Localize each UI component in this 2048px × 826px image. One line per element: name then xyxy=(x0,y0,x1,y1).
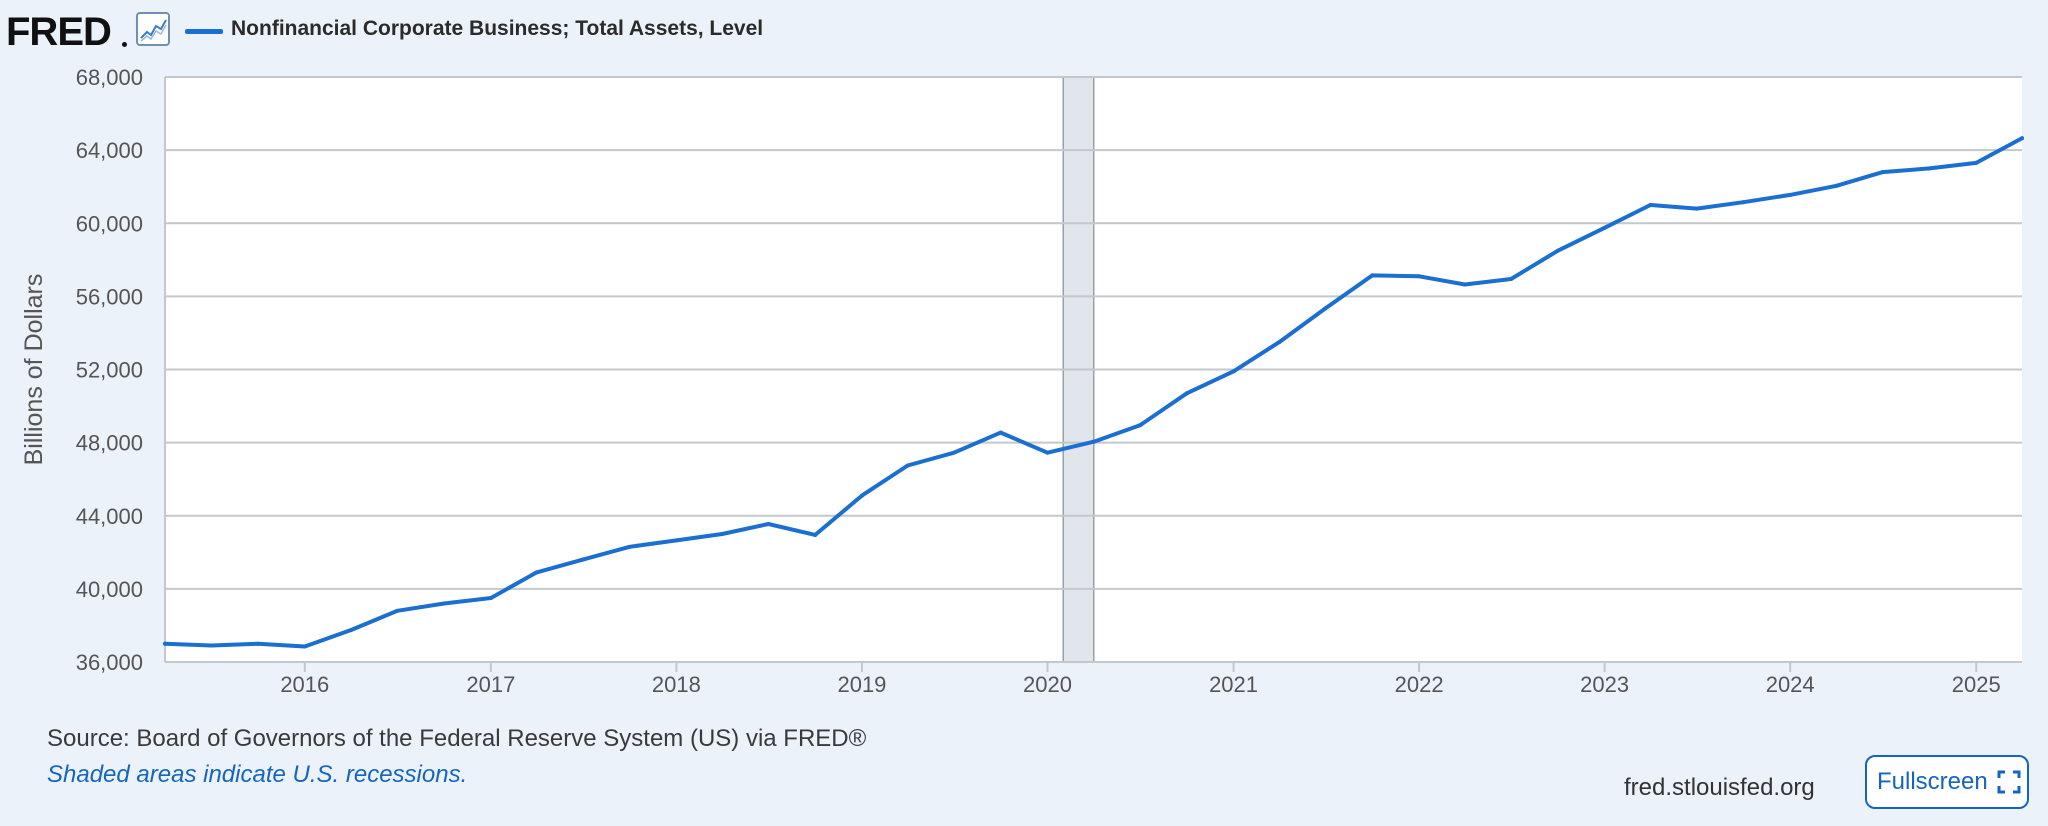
data-point xyxy=(442,601,447,606)
source-text: Source: Board of Governors of the Federa… xyxy=(47,725,867,752)
data-point xyxy=(580,557,585,562)
y-tick-label: 64,000 xyxy=(76,138,143,163)
data-point xyxy=(766,521,771,526)
data-point xyxy=(1138,423,1143,428)
data-point xyxy=(209,643,214,648)
data-point xyxy=(998,430,1003,435)
x-tick-label: 2016 xyxy=(280,672,329,697)
data-point xyxy=(1927,166,1932,171)
y-tick-label: 60,000 xyxy=(76,211,143,236)
data-point xyxy=(1323,306,1328,311)
data-point xyxy=(256,641,261,646)
data-point xyxy=(1788,192,1793,197)
y-tick-label: 48,000 xyxy=(76,431,143,456)
x-tick-label: 2019 xyxy=(837,672,886,697)
data-point xyxy=(1834,183,1839,188)
legend-line-icon xyxy=(185,29,223,34)
data-point xyxy=(1231,369,1236,374)
x-tick-label: 2022 xyxy=(1395,672,1444,697)
data-point xyxy=(2020,136,2024,141)
expand-icon xyxy=(1997,770,2021,794)
graph-icon xyxy=(136,12,170,46)
y-tick-label: 56,000 xyxy=(76,284,143,309)
data-point xyxy=(1694,206,1699,211)
data-point xyxy=(1417,274,1422,279)
data-point xyxy=(163,641,167,646)
data-point xyxy=(1880,170,1885,175)
data-point xyxy=(720,532,725,537)
fullscreen-button[interactable]: Fullscreen xyxy=(1865,755,2029,809)
x-tick-label: 2023 xyxy=(1580,672,1629,697)
data-point xyxy=(1648,202,1653,207)
chart-header: FRED Nonfinancial Corporate Business; To… xyxy=(0,0,2048,64)
data-point xyxy=(1045,450,1050,455)
data-point xyxy=(488,596,493,601)
data-point xyxy=(349,628,354,633)
legend-series-label: Nonfinancial Corporate Business; Total A… xyxy=(231,17,764,40)
data-point xyxy=(1974,160,1979,165)
y-tick-label: 36,000 xyxy=(76,650,143,675)
data-point xyxy=(395,608,400,613)
x-tick-label: 2018 xyxy=(652,672,701,697)
fullscreen-label: Fullscreen xyxy=(1877,768,1988,795)
recession-note: Shaded areas indicate U.S. recessions. xyxy=(47,761,468,788)
data-point xyxy=(1184,391,1189,396)
fred-logo[interactable]: FRED xyxy=(6,10,112,54)
data-point xyxy=(627,544,632,549)
data-point xyxy=(813,532,818,537)
data-point xyxy=(1370,273,1375,278)
x-tick-label: 2025 xyxy=(1952,672,2001,697)
fred-logo-dot xyxy=(122,42,127,47)
y-tick-label: 44,000 xyxy=(76,504,143,529)
y-axis-title: Billions of Dollars xyxy=(20,274,48,466)
data-point xyxy=(1091,439,1096,444)
data-point xyxy=(951,450,956,455)
data-point xyxy=(302,644,307,649)
x-tick-label: 2017 xyxy=(466,672,515,697)
data-point xyxy=(859,493,864,498)
y-tick-label: 68,000 xyxy=(76,65,143,90)
y-tick-label: 40,000 xyxy=(76,577,143,602)
data-point xyxy=(905,463,910,468)
data-point xyxy=(534,570,539,575)
x-tick-label: 2020 xyxy=(1023,672,1072,697)
data-point xyxy=(1602,225,1607,230)
data-point xyxy=(1741,200,1746,205)
x-tick-label: 2021 xyxy=(1209,672,1258,697)
y-tick-label: 52,000 xyxy=(76,358,143,383)
data-point xyxy=(1462,282,1467,287)
x-tick-label: 2024 xyxy=(1766,672,1815,697)
data-point xyxy=(1277,340,1282,345)
site-url[interactable]: fred.stlouisfed.org xyxy=(1624,774,1815,801)
data-point xyxy=(674,538,679,543)
data-point xyxy=(1555,248,1560,253)
line-chart: 36,000 40,000 44,000 48,000 52,000 56,000 60,0… xyxy=(20,65,2024,697)
data-point xyxy=(1509,277,1514,282)
